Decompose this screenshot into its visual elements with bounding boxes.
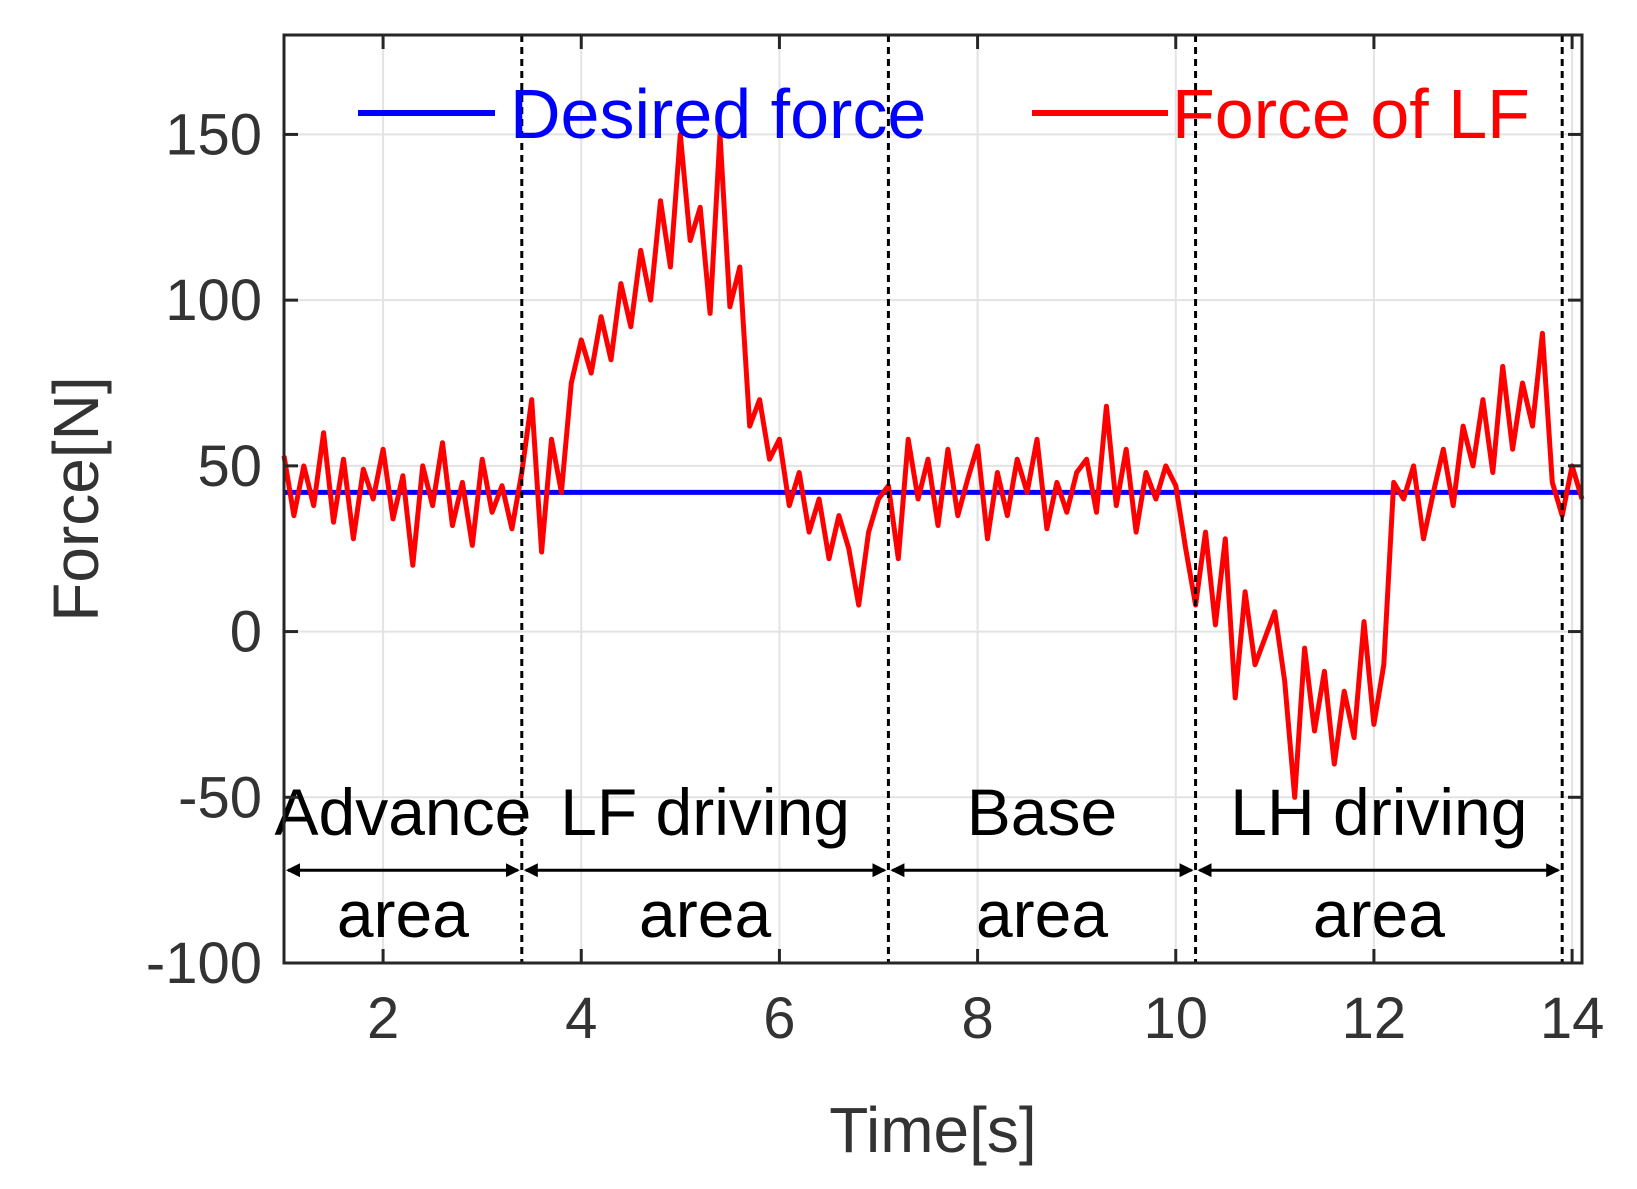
series-layer bbox=[281, 131, 1585, 800]
y-axis-title: Force[N] bbox=[40, 376, 112, 621]
grid-layer bbox=[284, 35, 1582, 964]
y-tick-label: 150 bbox=[165, 102, 262, 167]
region-label-area: area bbox=[639, 877, 771, 951]
legend: Desired force Force of LF bbox=[358, 75, 1530, 153]
y-tick-label: 100 bbox=[165, 268, 262, 333]
x-tick-label: 10 bbox=[1143, 986, 1208, 1051]
divider-layer bbox=[520, 35, 1564, 963]
legend-desired-force-label: Desired force bbox=[510, 75, 926, 153]
x-tick-label: 2 bbox=[367, 986, 399, 1051]
x-axis-title: Time[s] bbox=[829, 1094, 1036, 1166]
y-tick-label: 50 bbox=[197, 434, 262, 499]
region-layer: Advance area LF driving area Base area LH driv… bbox=[274, 775, 1561, 951]
axes-layer: 2 4 6 8 10 12 14 -100 -50 0 50 100 150 Time[s] Force[N… bbox=[40, 33, 1605, 1166]
plot-frame bbox=[282, 33, 1584, 965]
y-tick-label: -100 bbox=[146, 931, 262, 996]
y-tick-label: -50 bbox=[178, 765, 262, 830]
region-label-title: Base bbox=[967, 775, 1117, 849]
region-label-title: LF driving bbox=[560, 775, 850, 849]
region-label-title: LH driving bbox=[1230, 775, 1527, 849]
region-label-area: area bbox=[1313, 877, 1445, 951]
x-tick-label: 8 bbox=[961, 986, 993, 1051]
region-label-area: area bbox=[337, 877, 469, 951]
y-tick-label: 0 bbox=[230, 600, 262, 665]
x-tick-label: 12 bbox=[1342, 986, 1407, 1051]
series-line-force-of-lf bbox=[281, 131, 1585, 800]
x-tick-label: 4 bbox=[565, 986, 597, 1051]
x-tick-label: 14 bbox=[1540, 986, 1605, 1051]
region-label-title: Advance bbox=[274, 775, 531, 849]
region-label-area: area bbox=[976, 877, 1108, 951]
x-tick-label: 6 bbox=[763, 986, 795, 1051]
legend-force-of-lf-label: Force of LF bbox=[1172, 75, 1530, 153]
